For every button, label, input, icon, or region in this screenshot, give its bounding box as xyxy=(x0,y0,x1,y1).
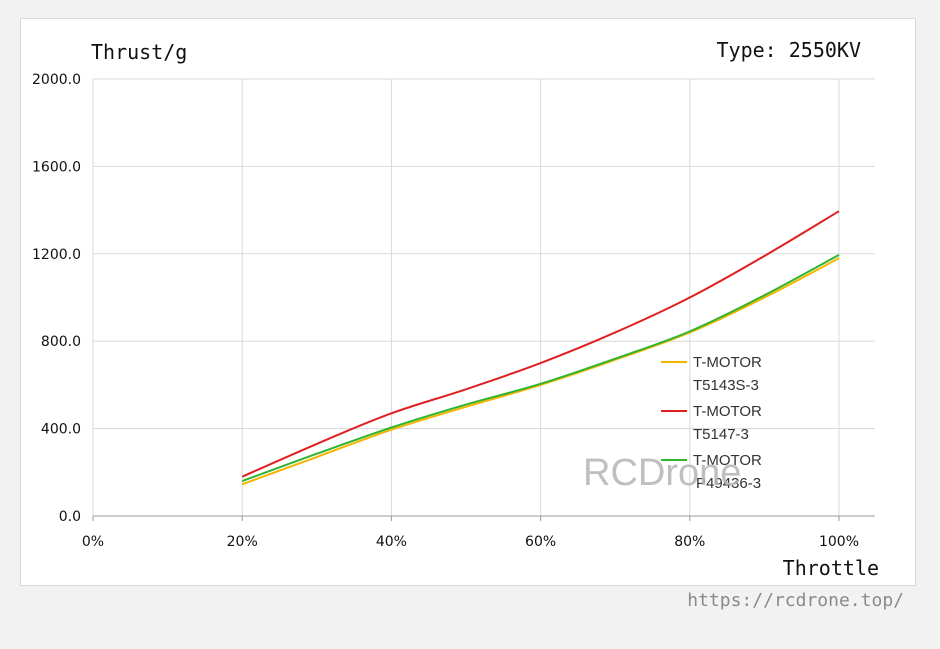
y-tick-label: 1600.0 xyxy=(32,159,81,175)
series-line xyxy=(241,210,840,478)
y-tick-label: 2000.0 xyxy=(32,72,81,88)
chart-frame: 2000.0 1600.0 1200.0 800.0 400.0 0.0 0% 20% 40% 6… xyxy=(20,18,916,586)
x-tick-label: 40% xyxy=(376,534,407,550)
y-tick-label: 0.0 xyxy=(59,509,81,525)
y-tick-label: 1200.0 xyxy=(32,247,81,263)
grid xyxy=(93,78,875,516)
legend-label: T-MOTOR xyxy=(693,452,762,469)
axes: 2000.0 1600.0 1200.0 800.0 400.0 0.00% 20% 40% 6… xyxy=(32,72,875,550)
x-tick-label: 60% xyxy=(525,534,556,550)
watermark-text: RCDrone xyxy=(583,452,741,494)
x-axis-label: Throttle xyxy=(783,556,879,580)
series-line xyxy=(241,257,840,486)
legend-label: T-MOTOR xyxy=(693,354,762,371)
y-axis-label: Thrust/g xyxy=(91,40,187,64)
series-line xyxy=(241,254,840,482)
legend-label: P49436-3 xyxy=(696,475,761,492)
x-tick-label: 0% xyxy=(82,534,104,550)
x-tick-label: 20% xyxy=(227,534,258,550)
legend: T-MOTOR T5143S-3 T-MOTOR T5147-3 T-MOTOR P494… xyxy=(661,354,762,492)
y-tick-label: 800.0 xyxy=(41,334,81,350)
series-lines xyxy=(241,210,840,486)
legend-label: T5143S-3 xyxy=(693,377,759,394)
legend-label: T-MOTOR xyxy=(693,403,762,420)
legend-label: T5147-3 xyxy=(693,426,749,443)
footer-url: https://rcdrone.top/ xyxy=(687,590,904,611)
x-tick-label: 80% xyxy=(674,534,705,550)
thrust-chart: 2000.0 1600.0 1200.0 800.0 400.0 0.00% 20% 40% 6… xyxy=(32,38,879,580)
y-tick-label: 400.0 xyxy=(41,422,81,438)
type-annotation: Type: 2550KV xyxy=(717,38,862,62)
x-tick-label: 100% xyxy=(819,534,859,550)
